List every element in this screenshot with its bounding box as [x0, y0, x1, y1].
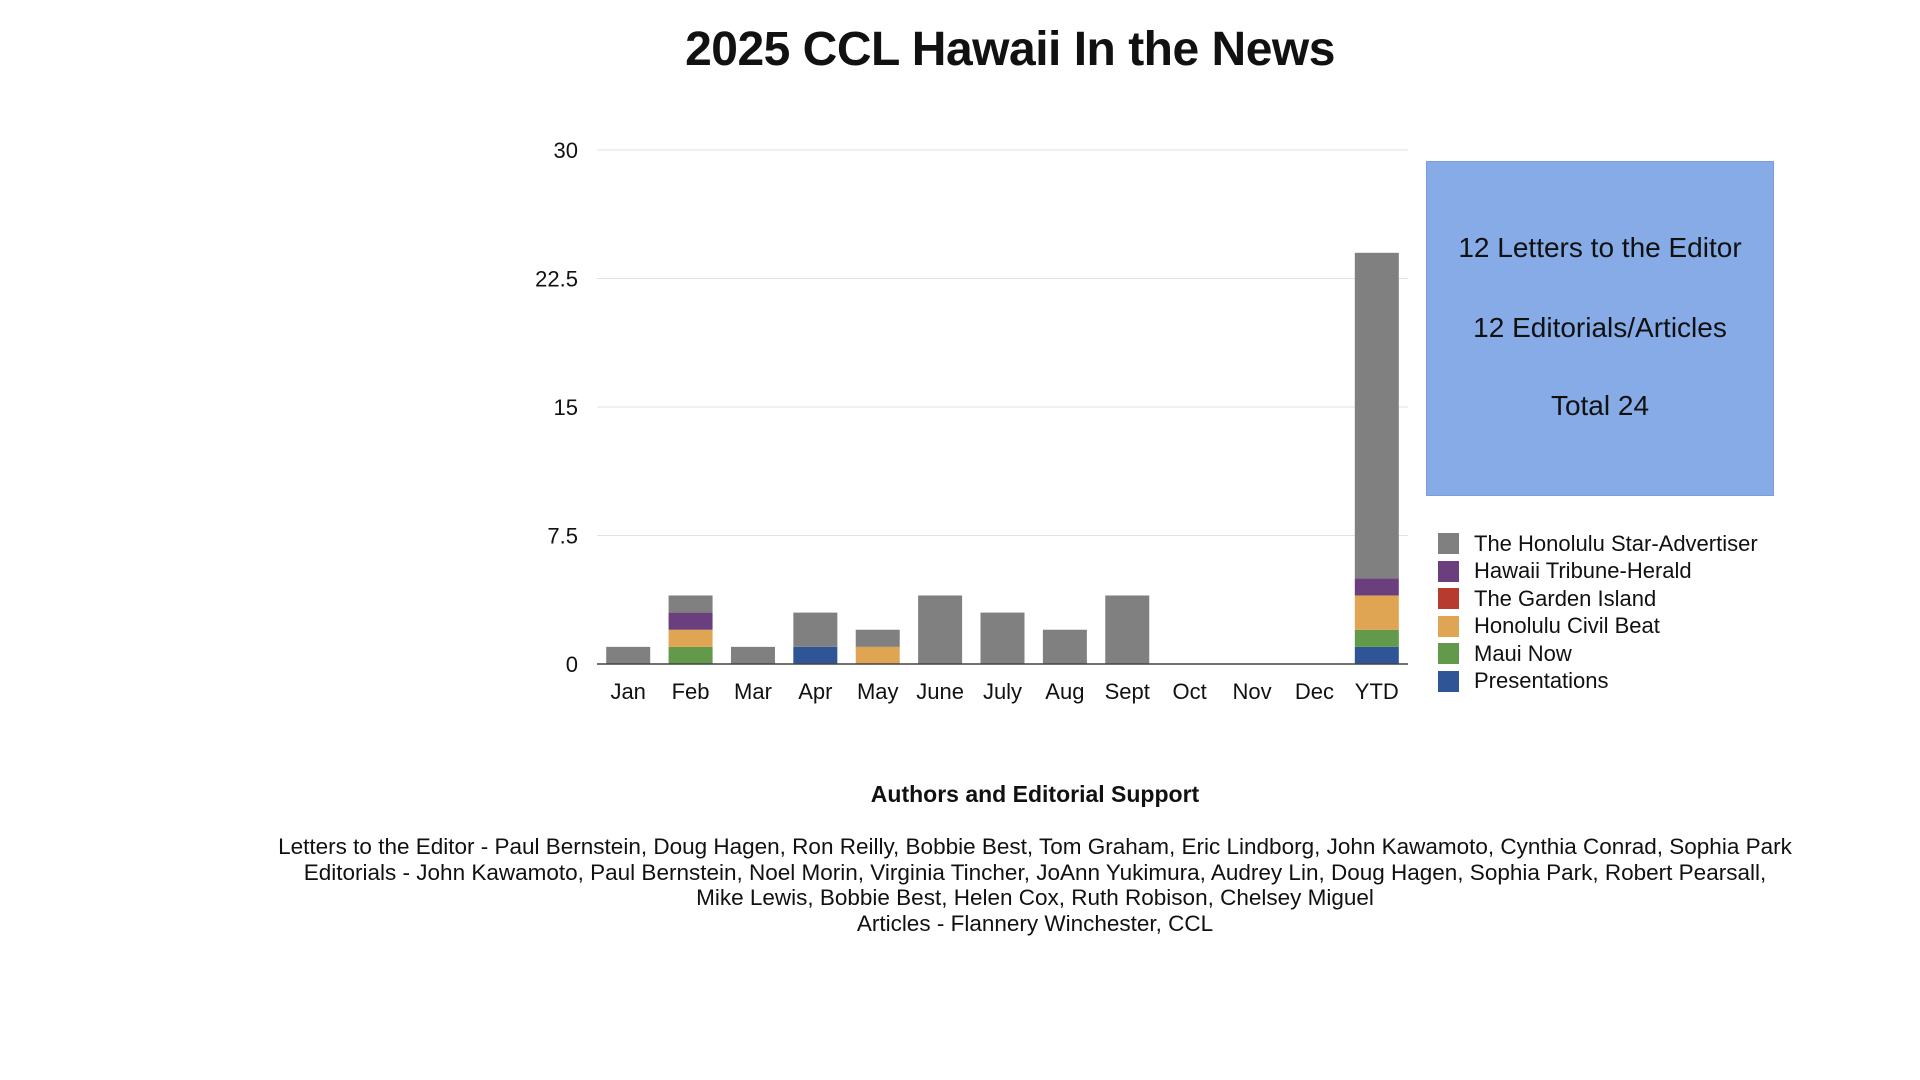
bar-segment — [855, 646, 900, 664]
legend-label: Presentations — [1474, 668, 1609, 694]
credits-editorials-line: Editorials - John Kawamoto, Paul Bernste… — [303, 859, 1767, 885]
y-tick-label: 15 — [554, 395, 578, 420]
chart-title: 2025 CCL Hawaii In the News — [685, 23, 1335, 76]
x-tick-label: Feb — [672, 679, 710, 704]
bar-segment — [793, 612, 838, 647]
x-tick-label: Jan — [610, 679, 645, 704]
bar-segment — [668, 595, 713, 613]
legend-item: Hawaii Tribune-Herald — [1438, 558, 1758, 586]
bars — [606, 252, 1399, 664]
y-tick-label: 22.5 — [535, 267, 578, 292]
x-tick-label: Dec — [1295, 679, 1334, 704]
legend-item: The Garden Island — [1438, 585, 1758, 613]
y-tick-label: 0 — [566, 652, 578, 677]
x-tick-label: Sept — [1105, 679, 1150, 704]
bar-segment — [793, 646, 838, 664]
legend-swatch — [1438, 588, 1459, 610]
credits-editorials-line-2: Mike Lewis, Bobbie Best, Helen Cox, Ruth… — [696, 885, 1374, 910]
bar-segment — [1354, 578, 1399, 596]
x-tick-label: July — [983, 679, 1022, 704]
x-tick-label: Mar — [734, 679, 772, 704]
legend-swatch — [1438, 560, 1459, 582]
x-tick-label: June — [916, 679, 964, 704]
credits-articles-line: Articles - Flannery Winchester, CCL — [856, 910, 1214, 936]
legend-item: Maui Now — [1438, 640, 1758, 668]
x-tick-label: YTD — [1355, 679, 1399, 704]
x-tick-label: Apr — [798, 679, 832, 704]
bar-segment — [668, 612, 713, 630]
bar-segment — [1354, 595, 1399, 630]
legend-swatch — [1438, 533, 1459, 555]
legend-label: The Garden Island — [1474, 585, 1657, 611]
summary-editorials: 12 Editorials/Articles — [1473, 312, 1727, 343]
legend-swatch — [1438, 670, 1459, 692]
bar-segment — [1042, 629, 1087, 664]
legend-item: Presentations — [1438, 668, 1758, 696]
credits-body: Letters to the Editor - Paul Bernstein, … — [0, 834, 1920, 936]
legend-swatch — [1438, 643, 1459, 665]
summary-letters: 12 Letters to the Editor — [1458, 232, 1742, 263]
credits-heading: Authors and Editorial Support — [870, 781, 1200, 807]
x-tick-label: Nov — [1232, 679, 1271, 704]
credits-letters-line: Letters to the Editor - Paul Bernstein, … — [278, 834, 1792, 859]
bar-segment — [1354, 629, 1399, 647]
y-tick-label: 30 — [554, 138, 578, 163]
x-tick-label: May — [857, 679, 899, 704]
chart-legend: The Honolulu Star-Advertiser Hawaii Trib… — [1438, 530, 1758, 695]
summary-box: 12 Letters to the Editor 12 Editorials/A… — [1426, 161, 1774, 496]
y-axis-tick-labels: 0 7.5 15 22.5 30 — [535, 138, 578, 677]
bar-segment — [855, 629, 900, 647]
bar-segment — [918, 595, 963, 664]
x-tick-label: Aug — [1045, 679, 1084, 704]
bar-segment — [1354, 252, 1399, 579]
legend-label: The Honolulu Star-Advertiser — [1474, 530, 1758, 556]
legend-label: Honolulu Civil Beat — [1474, 613, 1660, 639]
bar-segment — [1354, 646, 1399, 664]
y-tick-label: 7.5 — [547, 524, 578, 549]
gridlines — [597, 149, 1408, 536]
summary-total: Total 24 — [1550, 390, 1650, 421]
legend-swatch — [1438, 615, 1459, 637]
legend-item: The Honolulu Star-Advertiser — [1438, 530, 1758, 558]
bar-segment — [668, 646, 713, 664]
legend-label: Maui Now — [1474, 640, 1572, 666]
x-tick-label: Oct — [1173, 679, 1207, 704]
legend-item: Honolulu Civil Beat — [1438, 613, 1758, 641]
bar-segment — [668, 629, 713, 647]
bar-segment — [980, 612, 1025, 664]
legend-label: Hawaii Tribune-Herald — [1474, 558, 1692, 584]
bar-segment — [606, 646, 651, 664]
x-axis-tick-labels: Jan Feb Mar Apr May June July Aug Sept Oct Nov Dec Y… — [610, 679, 1398, 704]
bar-segment — [1105, 595, 1150, 664]
bar-segment — [730, 646, 775, 664]
